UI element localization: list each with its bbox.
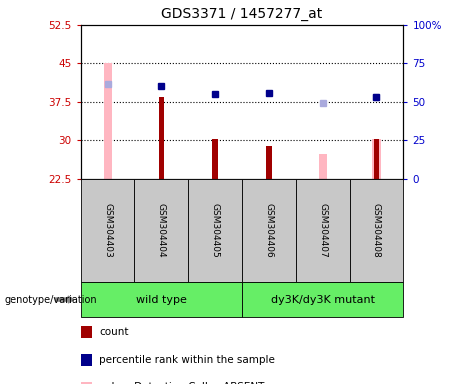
Bar (319, 154, 327, 179)
Bar (213, 139, 218, 179)
Text: percentile rank within the sample: percentile rank within the sample (99, 355, 275, 365)
Bar (266, 146, 272, 179)
Text: GSM304408: GSM304408 (372, 203, 381, 258)
Bar (159, 97, 164, 179)
Text: wild type: wild type (136, 295, 187, 305)
Title: GDS3371 / 1457277_at: GDS3371 / 1457277_at (161, 7, 323, 21)
Text: GSM304404: GSM304404 (157, 203, 166, 258)
Bar (104, 63, 112, 179)
Text: GSM304407: GSM304407 (318, 203, 327, 258)
Text: dy3K/dy3K mutant: dy3K/dy3K mutant (271, 295, 375, 305)
Text: value, Detection Call = ABSENT: value, Detection Call = ABSENT (99, 382, 265, 384)
Text: GSM304406: GSM304406 (265, 203, 273, 258)
Text: count: count (99, 327, 129, 337)
Bar (374, 139, 379, 179)
Text: genotype/variation: genotype/variation (5, 295, 97, 305)
Bar (372, 139, 380, 179)
Text: GSM304403: GSM304403 (103, 203, 112, 258)
Text: GSM304405: GSM304405 (211, 203, 219, 258)
